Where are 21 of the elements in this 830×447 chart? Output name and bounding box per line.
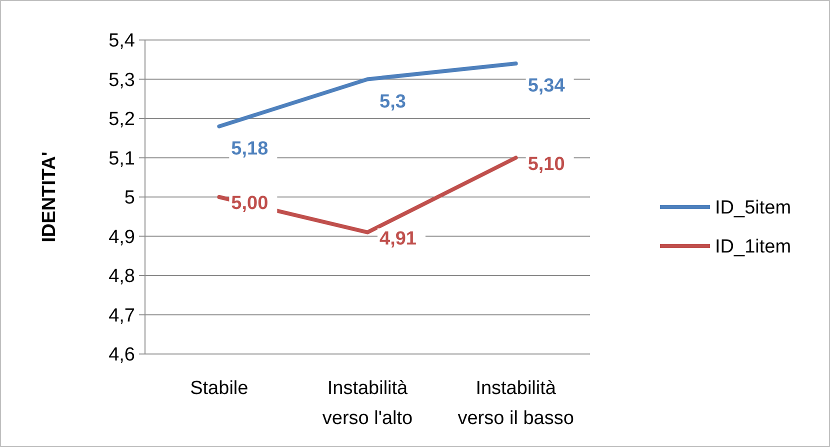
x-tick-label: Instabilità verso l'alto	[322, 378, 413, 429]
y-tick-label: 5,4	[108, 30, 136, 52]
y-tick-label: 4,8	[108, 266, 135, 288]
y-tick-label: 5,3	[108, 70, 135, 91]
y-tick-label: 5,1	[108, 148, 135, 170]
y-axis-title: IDENTITA'	[39, 152, 60, 242]
y-tick-label: 4,9	[108, 226, 135, 248]
data-label: 5,10	[528, 154, 565, 175]
y-tick-label: 4,7	[108, 305, 135, 326]
data-label: 4,91	[380, 228, 417, 250]
legend-label: ID_5item	[715, 198, 792, 219]
data-label: 5,18	[231, 138, 268, 160]
y-tick-label: 4,6	[108, 344, 135, 366]
data-label: 5,00	[231, 193, 268, 214]
y-tick-label: 5	[124, 188, 135, 209]
legend-label: ID_1item	[715, 236, 792, 258]
x-tick-label: Stabile	[190, 378, 248, 399]
x-tick-label: Instabilità verso il basso	[458, 378, 574, 429]
data-label: 5,3	[380, 91, 406, 112]
y-tick-label: 5,2	[108, 109, 135, 130]
data-label: 5,34	[528, 76, 566, 97]
